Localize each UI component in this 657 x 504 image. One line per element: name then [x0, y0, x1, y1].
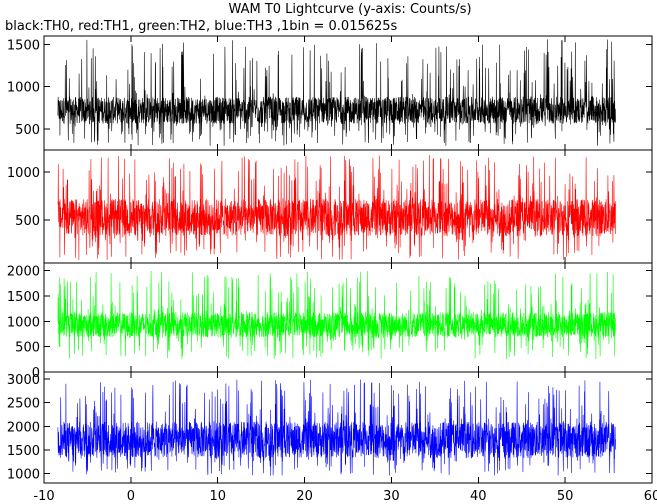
x-axis: -10 0 10 20 30 40 50 60: [33, 489, 657, 504]
x-tick-label: 40: [470, 489, 487, 504]
y-tick-label: 1000: [7, 468, 40, 483]
x-tick-label: 10: [209, 489, 226, 504]
series-th2-line: [57, 270, 616, 360]
y-tick-label: 500: [15, 123, 40, 138]
panel-th2: 0 500 1000 1500 2000: [7, 262, 653, 381]
y-tick-label: 500: [15, 341, 40, 356]
panel-th3: 1000 1500 2000 2500 3000: [7, 371, 653, 484]
x-tick-label: 20: [296, 489, 313, 504]
x-tick-label: -10: [33, 489, 54, 504]
series-th0-line: [57, 39, 616, 146]
y-tick-label: 2000: [7, 420, 40, 435]
x-tick-label: 50: [557, 489, 574, 504]
chart-title: WAM T0 Lightcurve (y-axis: Counts/s): [228, 2, 471, 17]
panel-th1: 500 1000: [7, 149, 653, 264]
y-tick-label: 1000: [7, 166, 40, 181]
y-tick-label: 2000: [7, 265, 40, 280]
panel-th0: 500 1000 1500: [7, 35, 653, 151]
y-tick-label: 1000: [7, 315, 40, 330]
y-tick-label: 1500: [7, 290, 40, 305]
x-tick-label: 30: [383, 489, 400, 504]
series-th3-line: [57, 379, 616, 476]
x-tick-label: 60: [644, 489, 657, 504]
series-th1-line: [57, 155, 616, 261]
panel-frame: [43, 371, 653, 484]
y-tick-label: 500: [15, 214, 40, 229]
y-tick-label: 1500: [7, 444, 40, 459]
panels-group: 500 1000 1500 500 1000 0 500 1000 1500 2000 1000 15…: [7, 35, 653, 484]
y-tick-label: 1000: [7, 81, 40, 96]
y-tick-label: 2500: [7, 397, 40, 412]
y-tick-label: 1500: [7, 38, 40, 53]
chart-subtitle: black:TH0, red:TH1, green:TH2, blue:TH3 …: [5, 19, 398, 34]
x-tick-label: 0: [127, 489, 135, 504]
y-tick-label: 3000: [7, 373, 40, 388]
y-tick-label: 0: [32, 366, 40, 381]
